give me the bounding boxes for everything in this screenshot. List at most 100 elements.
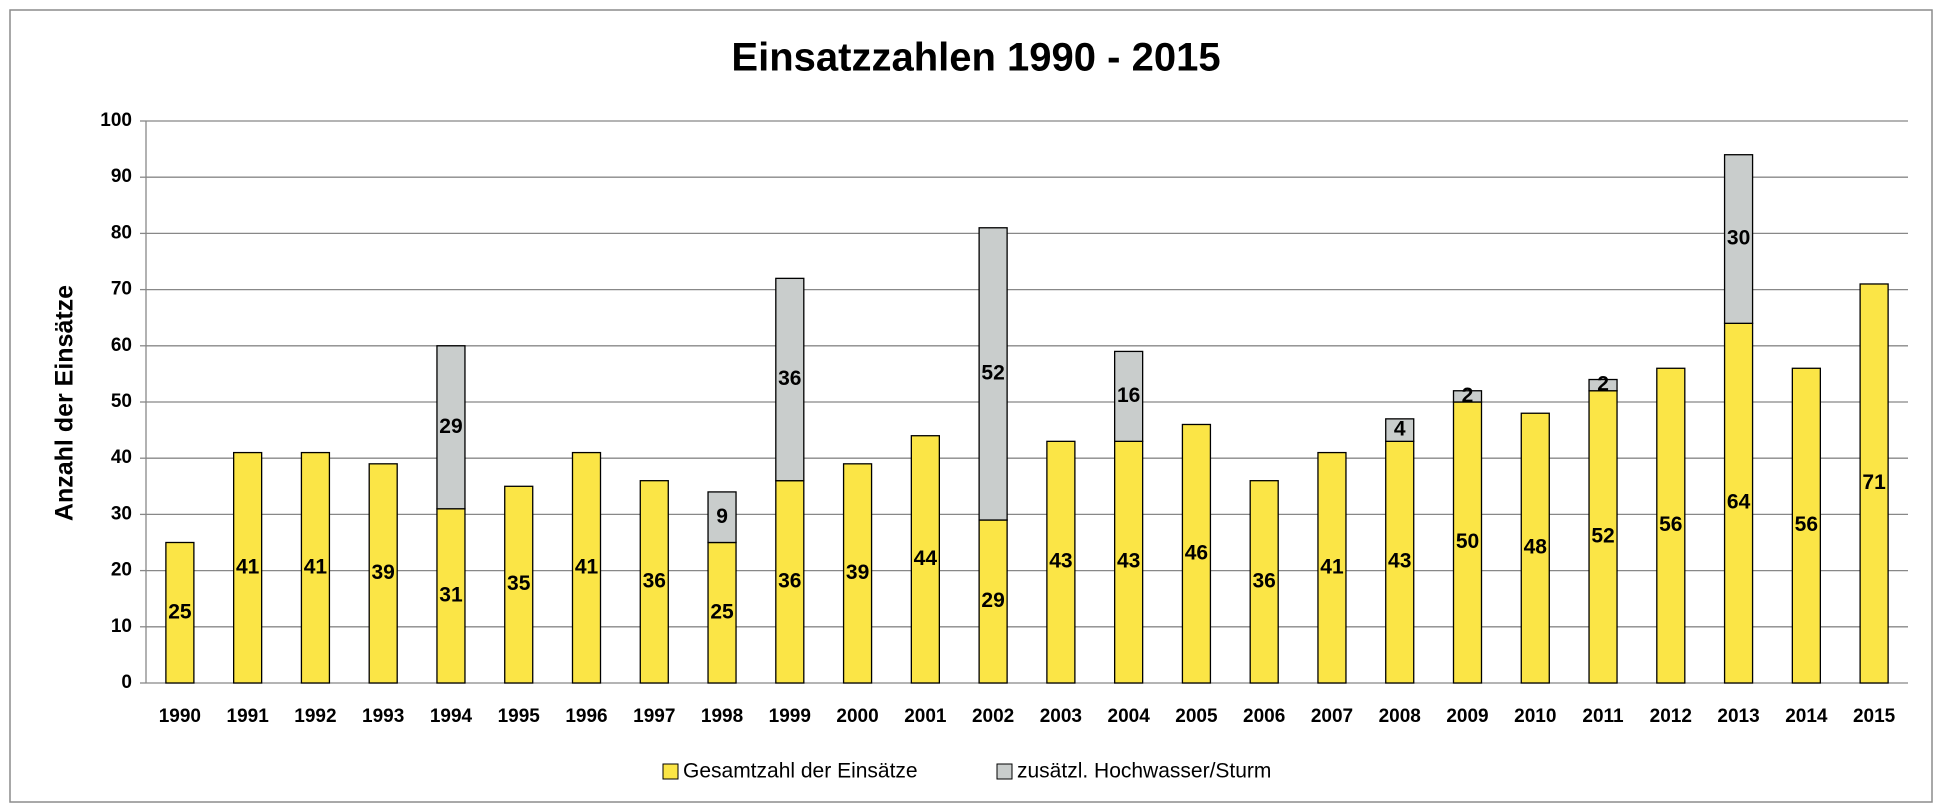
data-label: 71 — [1862, 471, 1886, 494]
x-tick-label: 1997 — [633, 706, 675, 727]
x-tick-label: 2013 — [1717, 706, 1759, 727]
bar-segment — [1181, 423, 1212, 684]
y-tick-label: 70 — [111, 279, 132, 300]
bar-segment — [775, 480, 805, 684]
data-label: 25 — [710, 600, 734, 623]
x-tick-label: 2001 — [904, 706, 947, 727]
y-tick-label: 0 — [121, 672, 132, 693]
x-tick-label: 2002 — [972, 706, 1014, 727]
y-tick-label: 40 — [111, 447, 132, 468]
bar-segment — [1723, 322, 1754, 684]
x-tick-label: 1999 — [769, 706, 811, 727]
y-tick-label: 60 — [111, 335, 132, 356]
bar-segment — [436, 508, 466, 684]
y-axis-label: Anzahl der Einsätze — [51, 285, 79, 521]
data-label: 41 — [575, 555, 599, 578]
data-label: 50 — [1456, 530, 1479, 553]
x-tick-label: 2004 — [1108, 706, 1151, 727]
data-label: 29 — [981, 589, 1004, 612]
bar-segment — [842, 463, 873, 684]
bar-segment — [504, 485, 534, 684]
bar-segment — [1520, 412, 1550, 684]
chart-title: Einsatzzahlen 1990 - 2015 — [731, 36, 1220, 80]
x-tick-label: 2008 — [1379, 706, 1421, 727]
data-label: 56 — [1795, 513, 1818, 536]
data-label: 48 — [1524, 536, 1548, 559]
data-label: 52 — [981, 361, 1004, 384]
x-tick-label: 2000 — [836, 706, 878, 727]
y-tick-label: 90 — [111, 166, 132, 187]
data-label: 16 — [1117, 384, 1140, 407]
bar-segment — [1046, 440, 1076, 684]
legend-swatch — [662, 763, 679, 780]
bar-segment — [1859, 283, 1889, 684]
bar-segment — [1452, 401, 1483, 684]
data-label: 41 — [236, 555, 260, 578]
y-tick-label: 80 — [111, 222, 132, 243]
data-label: 43 — [1388, 550, 1411, 573]
x-tick-label: 1994 — [430, 706, 473, 727]
x-tick-label: 2012 — [1650, 706, 1692, 727]
x-tick-label: 2007 — [1311, 706, 1353, 727]
data-label: 30 — [1727, 227, 1750, 250]
bar-segment — [1114, 440, 1144, 684]
data-label: 64 — [1727, 491, 1751, 514]
data-label: 29 — [439, 415, 462, 438]
x-tick-label: 2015 — [1853, 706, 1896, 727]
data-label: 41 — [304, 555, 328, 578]
data-label: 39 — [372, 561, 395, 584]
data-label: 43 — [1117, 550, 1140, 573]
x-tick-label: 2005 — [1175, 706, 1218, 727]
bar-segment — [707, 491, 737, 544]
bar-segment — [775, 277, 805, 482]
data-label: 36 — [1253, 569, 1276, 592]
bar-segment — [1385, 418, 1415, 442]
data-label: 2 — [1597, 373, 1609, 396]
bar-segment — [1588, 378, 1618, 392]
data-label: 25 — [168, 600, 192, 623]
legend-swatch — [996, 763, 1013, 780]
data-label: 56 — [1659, 513, 1682, 536]
bar-segment — [978, 227, 1008, 521]
data-label: 9 — [716, 505, 728, 528]
x-tick-label: 1998 — [701, 706, 743, 727]
data-label: 4 — [1394, 418, 1406, 441]
bar-segment — [436, 345, 466, 510]
bar-segment — [1656, 367, 1686, 684]
data-label: 31 — [439, 583, 463, 606]
x-tick-label: 1991 — [227, 706, 270, 727]
data-label: 39 — [846, 561, 869, 584]
data-label: 35 — [507, 572, 531, 595]
legend-label: zusätzl. Hochwasser/Sturm — [1017, 760, 1271, 783]
bar-segment — [233, 451, 263, 684]
x-tick-label: 2009 — [1446, 706, 1488, 727]
bar-segment — [1249, 480, 1279, 684]
bar-segment — [165, 541, 195, 684]
bar-segment — [639, 480, 669, 684]
data-label: 44 — [914, 547, 938, 570]
bar-segment — [1791, 367, 1821, 684]
bar-segment — [1452, 390, 1483, 403]
x-tick-label: 2006 — [1243, 706, 1285, 727]
x-tick-label: 1990 — [159, 706, 201, 727]
x-tick-label: 1992 — [294, 706, 336, 727]
bar-segment — [1723, 154, 1754, 324]
x-tick-label: 2011 — [1582, 706, 1624, 727]
bar-segment — [571, 451, 602, 684]
x-tick-label: 2003 — [1040, 706, 1082, 727]
bar-segment — [1317, 451, 1347, 684]
bar-segment — [300, 451, 331, 684]
bar-segment — [1385, 440, 1415, 684]
data-label: 2 — [1462, 384, 1474, 407]
x-tick-label: 1993 — [362, 706, 404, 727]
x-tick-label: 2010 — [1514, 706, 1556, 727]
data-label: 43 — [1049, 550, 1072, 573]
x-tick-label: 1995 — [498, 706, 541, 727]
x-tick-label: 1996 — [565, 706, 607, 727]
y-tick-label: 100 — [100, 110, 132, 131]
y-tick-label: 50 — [111, 391, 132, 412]
data-label: 36 — [643, 569, 666, 592]
x-tick-label: 2014 — [1785, 706, 1828, 727]
data-label: 41 — [1320, 555, 1344, 578]
y-tick-label: 30 — [111, 503, 132, 524]
